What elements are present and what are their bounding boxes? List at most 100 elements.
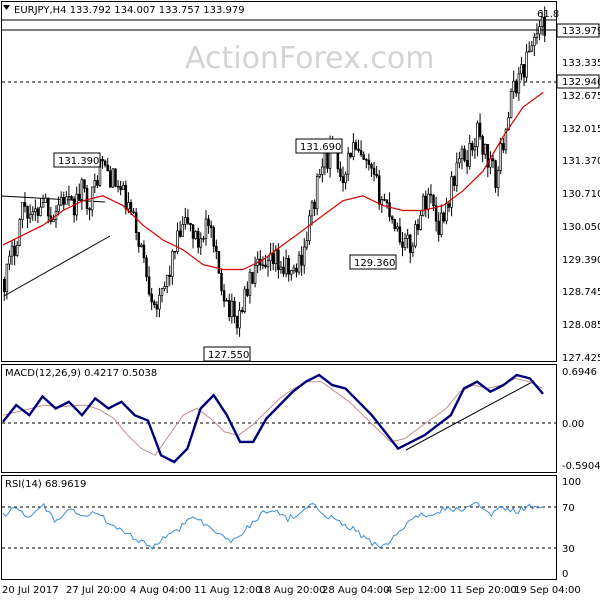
rsi-label: RSI(14) 68.9619 [5, 479, 86, 490]
candle-body [414, 224, 417, 247]
candle-body [209, 225, 213, 229]
candle-body [233, 300, 236, 317]
candle-body [72, 198, 76, 216]
macd-signal-line [2, 377, 544, 456]
candle-body [491, 158, 495, 162]
candle-body [155, 304, 159, 310]
candle-body [290, 270, 293, 275]
candle-body [321, 166, 324, 175]
candle-body [359, 150, 363, 156]
candle-body [196, 231, 200, 248]
candle-body [153, 301, 156, 306]
macd-tick-label: 0.6946 [562, 367, 597, 378]
candle-body [504, 129, 508, 151]
candle-body [34, 208, 37, 213]
candle-body [259, 258, 262, 266]
candle-body [419, 214, 422, 231]
candle-body [145, 257, 148, 278]
candle-body [377, 175, 381, 205]
candle-body [235, 316, 239, 329]
watermark: ActionForex.com [185, 41, 434, 76]
rsi-panel-frame [1, 475, 557, 580]
price-tick-label: 133.335 [562, 58, 600, 69]
price-panel-frame [1, 1, 557, 362]
candle-body [134, 212, 138, 234]
candle-body [119, 186, 122, 191]
candle-body [522, 64, 526, 78]
candle-body [421, 195, 425, 216]
fib-level-label: 61.8 [537, 9, 559, 20]
candle-body [308, 215, 311, 242]
candle-body [302, 246, 306, 266]
candle-body [440, 212, 443, 236]
candle-body [181, 224, 184, 237]
candle-body [295, 267, 298, 273]
candle-body [370, 164, 373, 169]
candle-body [13, 245, 16, 256]
candle-body [212, 227, 215, 247]
candle-body [202, 238, 205, 240]
annotation-label: 127.550 [208, 350, 249, 361]
candle-body [499, 143, 503, 171]
candle-body [160, 288, 164, 296]
candle-body [424, 195, 428, 210]
candle-body [437, 220, 440, 236]
price-tick-label: 130.050 [562, 222, 600, 233]
candle-body [346, 152, 350, 175]
candle-body [222, 290, 226, 302]
candles-layer [3, 6, 546, 337]
candle-body [406, 234, 409, 239]
candle-body [124, 185, 128, 210]
candle-body [354, 142, 358, 150]
candle-body [15, 244, 19, 256]
candle-body [367, 159, 371, 165]
candle-body [96, 180, 99, 186]
x-tick-label: 20 Jul 2017 [2, 585, 59, 596]
candle-body [517, 73, 521, 94]
current-price-box [556, 23, 600, 38]
candle-body [427, 193, 430, 210]
candle-body [78, 193, 81, 200]
candle-body [310, 201, 314, 217]
candle-body [39, 206, 42, 216]
candle-body [277, 249, 280, 271]
candle-body [238, 310, 241, 329]
candle-body [3, 278, 6, 292]
candle-body [292, 267, 296, 272]
candle-body [116, 185, 120, 188]
candle-body [512, 80, 515, 92]
candle-body [189, 222, 192, 226]
x-tick-label: 28 Aug 04:00 [322, 585, 389, 596]
candle-body [57, 204, 60, 212]
menu-triangle-icon[interactable] [3, 5, 10, 10]
candle-body [165, 274, 169, 287]
price-tick-label: 128.085 [562, 320, 600, 331]
rsi-tick-label: 100 [562, 477, 581, 488]
candle-body [284, 257, 288, 275]
candle-body [240, 310, 244, 312]
candle-body [36, 208, 40, 216]
candle-body [204, 218, 208, 239]
candle-body [158, 294, 161, 310]
candle-body [140, 244, 143, 247]
candle-body [62, 196, 66, 205]
candle-body [390, 216, 394, 220]
candle-body [416, 224, 420, 231]
candle-body [396, 226, 399, 230]
candle-body [248, 271, 252, 296]
candle-body [300, 254, 303, 266]
candle-body [217, 251, 221, 274]
candle-body [535, 33, 539, 38]
price-tick-label: 132.675 [562, 91, 600, 102]
candle-body [460, 148, 464, 159]
candle-body [287, 257, 290, 275]
x-tick-label: 18 Aug 20:00 [258, 585, 325, 596]
annotation-label: 131.390 [58, 156, 99, 167]
annotation-127550: 127.550 [203, 346, 251, 362]
candle-body [173, 250, 177, 253]
candle-body [486, 143, 490, 168]
candle-body [450, 176, 453, 208]
triangle-lower-trendline [3, 235, 111, 297]
candle-body [434, 205, 438, 222]
candle-body [349, 152, 353, 158]
